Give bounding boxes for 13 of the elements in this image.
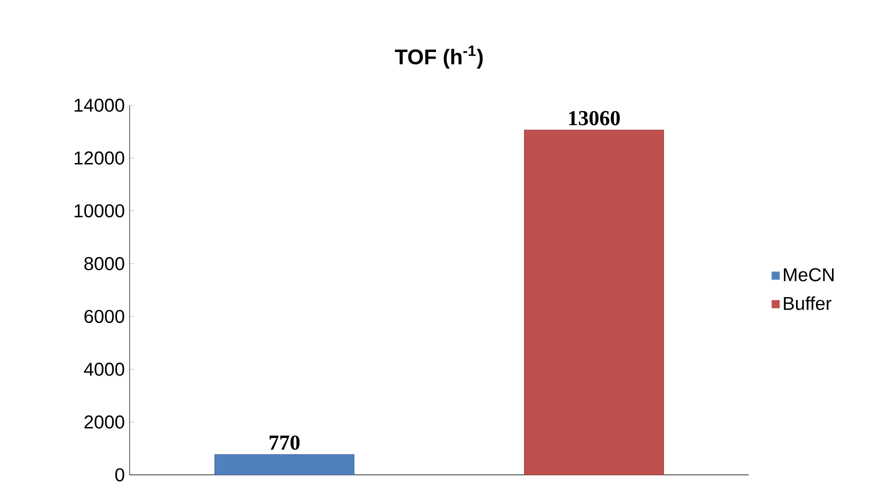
y-tick-label: 10000 [74, 204, 124, 218]
chart-title: TOF (h$^{-1}$) [394, 46, 483, 69]
legend-label: Buffer [784, 296, 832, 310]
y-tick-label: 8000 [84, 257, 124, 270]
y-tick-label: 4000 [84, 362, 124, 376]
y-tick-label: 2000 [84, 415, 124, 429]
data-label: 770 [270, 435, 300, 450]
y-tick-label: 6000 [84, 310, 124, 323]
y-tick-label: 12000 [74, 151, 124, 165]
legend-label: MeCN [784, 268, 834, 282]
y-tick-label: 0 [115, 468, 124, 482]
data-label: 13060 [569, 111, 620, 126]
y-tick-label: 14000 [74, 98, 124, 112]
